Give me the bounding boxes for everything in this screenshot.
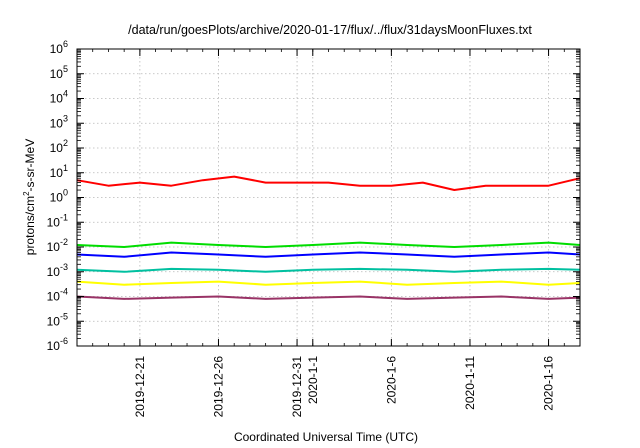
y-axis-label: protons/cm2-s-sr-MeV [22,139,37,255]
axis-ticks: 10-6 10-5 10-4 10-3 10-2 10-1 100 101 102 103 104 1… [47,39,581,418]
series-line-0 [76,175,581,191]
y-tick-label-1: 101 [50,163,68,180]
series-line-3 [76,267,581,273]
y-tick-label-minus5: 10-5 [47,311,68,328]
y-tick-label-minus2: 10-2 [47,237,68,254]
x-tick-label-4: 2020-1-6 [384,356,398,404]
y-tick-label-0: 100 [50,188,68,205]
y-tick-label-2: 102 [50,138,68,155]
x-tick-label-3: 2020-1-1 [306,356,320,404]
y-tick-label-minus6: 10-6 [47,336,68,353]
x-tick-label-0: 2019-12-21 [133,356,147,418]
x-axis-label: Coordinated Universal Time (UTC) [234,430,418,444]
x-tick-label-1: 2019-12-26 [211,356,225,418]
y-tick-label-3: 103 [50,113,68,130]
x-tick-label-6: 2020-1-16 [542,356,556,411]
y-tick-label-4: 104 [50,89,68,106]
x-tick-label-2: 2019-12-31 [290,356,304,418]
data-series [76,175,581,300]
series-line-4 [76,280,581,286]
chart-title: /data/run/goesPlots/archive/2020-01-17/f… [128,23,532,37]
y-tick-label-6: 106 [50,39,68,56]
grid-lines [77,49,580,346]
x-tick-label-5: 2020-1-11 [463,356,477,410]
y-tick-label-minus3: 10-3 [47,262,68,279]
y-tick-label-5: 105 [50,64,68,81]
series-line-5 [76,295,581,300]
y-tick-label-minus1: 10-1 [47,212,68,229]
series-line-1 [76,241,581,248]
y-tick-label-minus4: 10-4 [47,287,68,304]
series-line-2 [76,251,581,258]
